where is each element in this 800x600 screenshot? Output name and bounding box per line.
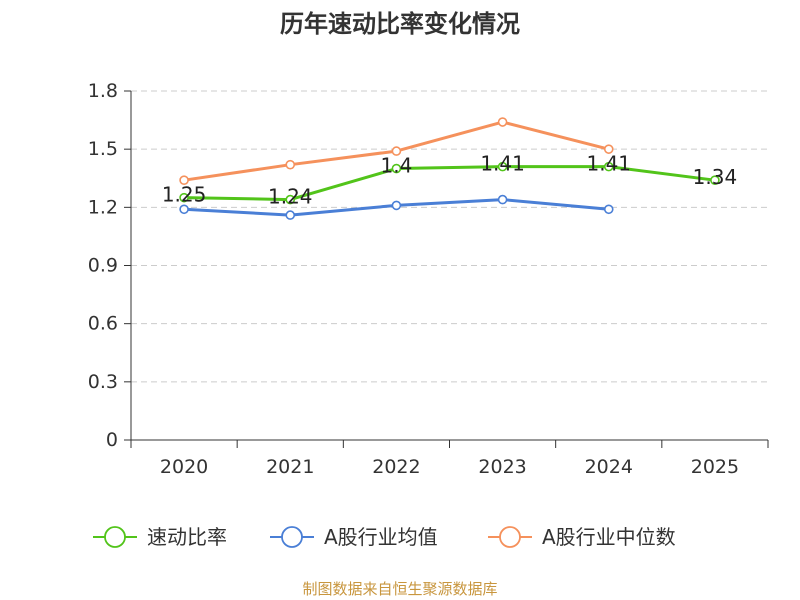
data-point	[285, 159, 296, 170]
data-point	[497, 161, 508, 172]
series-lines	[179, 117, 720, 220]
data-point	[603, 144, 614, 154]
data-point	[285, 194, 296, 205]
y-tick-label: 0.9	[88, 255, 118, 277]
data-label: 1.4	[381, 154, 413, 178]
x-tick-label: 2025	[691, 456, 739, 478]
y-tick-label: 0.6	[88, 313, 118, 335]
axes: 0 0.3 0.6 0.9 1.2 1.5 1.8 2020 2021 2022 2023 2024 2…	[88, 80, 769, 478]
data-point	[710, 175, 720, 185]
legend-marker	[104, 526, 126, 548]
series-2	[179, 117, 614, 185]
legend-marker	[499, 526, 521, 548]
x-tick-label: 2022	[372, 456, 420, 478]
data-point	[603, 161, 614, 172]
data-point	[391, 146, 402, 156]
data-point	[391, 163, 402, 174]
data-label: 1.41	[480, 152, 525, 176]
legend: 速动比率 A股行业均值 A股行业中位数	[93, 525, 676, 549]
data-point	[391, 200, 402, 211]
data-point	[497, 194, 508, 205]
source-note: 制图数据来自恒生聚源数据库	[302, 580, 498, 598]
data-label: 1.34	[693, 165, 738, 189]
data-point	[179, 175, 189, 185]
legend-label: 速动比率	[147, 525, 227, 549]
legend-item: A股行业均值	[270, 525, 438, 549]
y-tick-label: 0.3	[88, 371, 118, 393]
legend-item: 速动比率	[93, 525, 227, 549]
series-line	[184, 165, 716, 202]
data-label: 1.41	[586, 152, 631, 176]
data-point	[603, 204, 614, 215]
x-tick-label: 2024	[585, 456, 633, 478]
x-tick-label: 2023	[478, 456, 526, 478]
x-tick-label: 2021	[266, 456, 314, 478]
y-tick-label: 1.8	[88, 80, 118, 102]
grid-lines	[131, 90, 768, 383]
data-point	[179, 204, 189, 215]
y-tick-label: 1.5	[88, 138, 118, 160]
y-tick-label: 1.2	[88, 196, 118, 218]
data-point	[179, 192, 189, 203]
data-point	[285, 210, 296, 220]
legend-label: A股行业均值	[324, 525, 438, 549]
data-label: 1.25	[162, 183, 207, 207]
y-tick-label: 0	[106, 429, 118, 451]
series-1	[179, 194, 614, 220]
legend-marker	[281, 526, 303, 548]
chart-title: 历年速动比率变化情况	[280, 10, 520, 38]
legend-item: A股行业中位数	[488, 525, 676, 549]
data-point	[497, 117, 508, 127]
data-labels: 1.25 1.24 1.4 1.41 1.41 1.34	[162, 152, 737, 209]
legend-label: A股行业中位数	[542, 525, 676, 549]
data-label: 1.24	[268, 185, 313, 209]
x-tick-label: 2020	[160, 456, 208, 478]
series-0	[179, 161, 720, 205]
